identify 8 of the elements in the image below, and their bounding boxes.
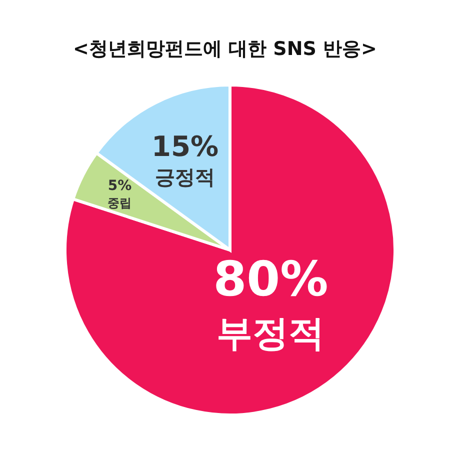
- pie-slice: [64, 84, 396, 416]
- slice-label: 긍정적: [155, 164, 216, 189]
- data-label: 80%: [213, 251, 328, 308]
- data-label: 15%: [152, 130, 219, 163]
- chart-title: <청년희망펀드에 대한 SNS 반응>: [72, 37, 378, 62]
- slice-label: 중립: [108, 196, 132, 210]
- slice-label: 부정적: [216, 314, 325, 355]
- data-label: 5%: [108, 178, 132, 194]
